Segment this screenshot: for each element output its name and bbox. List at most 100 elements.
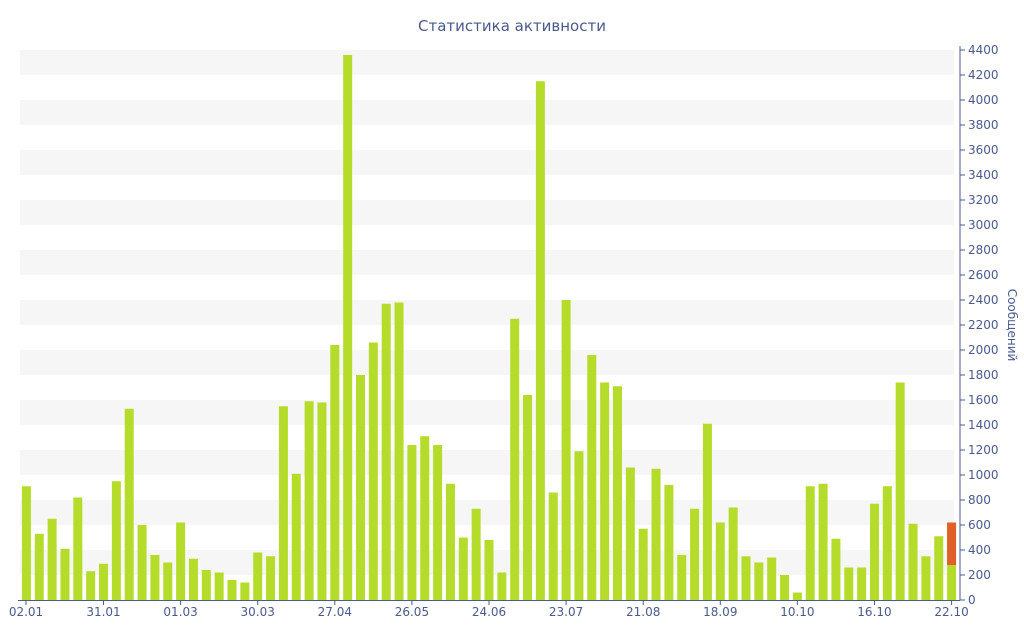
x-tick-label: 27.04 xyxy=(318,605,352,619)
bar xyxy=(908,523,918,600)
bar xyxy=(728,507,738,600)
bar xyxy=(240,582,250,600)
y-tick-label: 0 xyxy=(968,593,976,607)
y-tick-label: 3000 xyxy=(968,218,999,232)
bar xyxy=(266,556,276,600)
grid-band xyxy=(20,450,954,475)
bar xyxy=(99,563,109,600)
x-tick-label: 16.10 xyxy=(857,605,891,619)
bar xyxy=(869,503,879,600)
y-tick-label: 2600 xyxy=(968,268,999,282)
bar xyxy=(484,540,494,600)
bar xyxy=(445,483,455,600)
y-tick-label: 800 xyxy=(968,493,991,507)
bar xyxy=(471,508,481,600)
bar xyxy=(381,303,391,600)
x-tick-label: 21.08 xyxy=(626,605,660,619)
bar xyxy=(574,451,584,600)
bar xyxy=(394,302,404,600)
y-tick-label: 600 xyxy=(968,518,991,532)
bar xyxy=(163,562,173,600)
bar xyxy=(844,567,854,600)
bar xyxy=(934,536,944,600)
grid-band xyxy=(20,400,954,425)
y-tick-label: 1400 xyxy=(968,418,999,432)
bar xyxy=(201,570,211,600)
bar xyxy=(561,300,571,600)
x-tick-label: 31.01 xyxy=(86,605,120,619)
x-tick-label: 22.10 xyxy=(934,605,968,619)
bar xyxy=(780,575,790,600)
bar xyxy=(767,557,777,600)
bar xyxy=(600,382,610,600)
x-tick-label: 01.03 xyxy=(163,605,197,619)
y-tick-label: 2400 xyxy=(968,293,999,307)
y-tick-label: 4000 xyxy=(968,93,999,107)
y-tick-label: 1000 xyxy=(968,468,999,482)
bar xyxy=(291,473,301,600)
bar xyxy=(111,481,121,600)
bar xyxy=(792,592,802,600)
grid-bands xyxy=(20,50,954,575)
bar xyxy=(690,508,700,600)
y-tick-label: 1600 xyxy=(968,393,999,407)
bar xyxy=(523,395,533,600)
y-tick-label: 400 xyxy=(968,543,991,557)
bar xyxy=(73,497,83,600)
grid-band xyxy=(20,200,954,225)
axes-group: 0 200 400 600 800 1000 1200 1400 1600 1800 2000 220… xyxy=(9,43,999,619)
bar xyxy=(343,55,353,600)
x-tick-label: 24.06 xyxy=(472,605,506,619)
bar xyxy=(214,572,224,600)
y-tick-label: 3200 xyxy=(968,193,999,207)
bars-group xyxy=(21,55,957,600)
bar xyxy=(420,436,430,600)
bar xyxy=(34,533,44,600)
bar xyxy=(882,486,892,600)
bar xyxy=(21,486,31,600)
bar xyxy=(638,528,648,600)
bar xyxy=(150,555,160,600)
bar xyxy=(895,382,905,600)
bar xyxy=(715,522,725,600)
grid-band xyxy=(20,300,954,325)
bar-highlight xyxy=(947,522,957,565)
grid-band xyxy=(20,350,954,375)
y-tick-label: 1800 xyxy=(968,368,999,382)
grid-band xyxy=(20,150,954,175)
y-tick-label: 1200 xyxy=(968,443,999,457)
bar xyxy=(368,342,378,600)
grid-band xyxy=(20,50,954,75)
y-tick-label: 4400 xyxy=(968,43,999,57)
bar xyxy=(497,572,507,600)
y-tick-label: 2200 xyxy=(968,318,999,332)
bar xyxy=(407,445,417,600)
x-tick-label: 30.03 xyxy=(241,605,275,619)
grid-band xyxy=(20,250,954,275)
y-tick-label: 2000 xyxy=(968,343,999,357)
y-tick-label: 3600 xyxy=(968,143,999,157)
bar xyxy=(137,525,147,600)
y-tick-label: 3400 xyxy=(968,168,999,182)
bar xyxy=(124,408,134,600)
bar xyxy=(664,485,674,600)
bar xyxy=(278,406,288,600)
bar xyxy=(921,556,931,600)
x-tick-label: 18.09 xyxy=(703,605,737,619)
bar xyxy=(651,468,661,600)
bar xyxy=(587,355,597,600)
bar xyxy=(356,375,366,600)
bar xyxy=(535,81,545,600)
bar xyxy=(612,386,622,600)
y-tick-label: 4200 xyxy=(968,68,999,82)
bar xyxy=(176,522,186,600)
bar xyxy=(805,486,815,600)
bar xyxy=(818,483,828,600)
bar xyxy=(253,552,263,600)
bar xyxy=(433,445,443,600)
bar xyxy=(702,423,712,600)
chart-title: Статистика активности xyxy=(418,17,606,35)
bar xyxy=(754,562,764,600)
